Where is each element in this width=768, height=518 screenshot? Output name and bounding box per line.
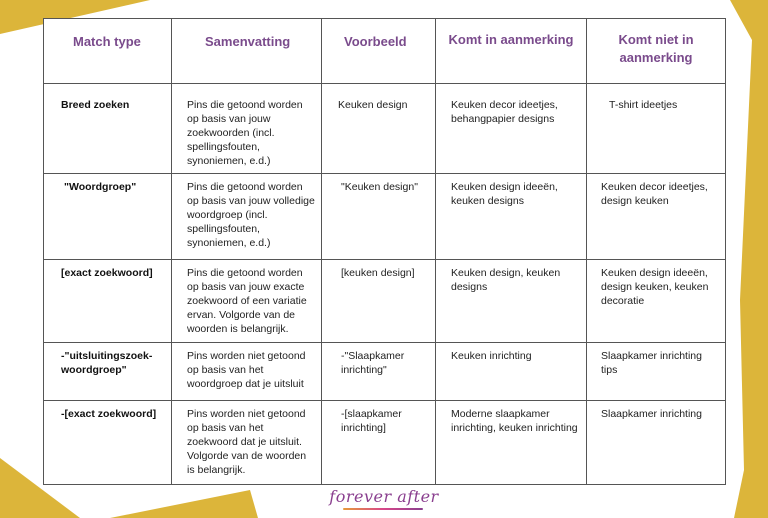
header-match-type: Match type — [43, 18, 172, 84]
eligible-cell: Keuken design ideeën, keuken designs — [435, 173, 587, 260]
yellow-corner-bottom-left — [0, 458, 258, 518]
yellow-corner-top-left — [0, 0, 150, 34]
example-cell: [keuken design] — [321, 259, 436, 343]
match-type-cell: -"uitsluitingszoek-woordgroep" — [43, 342, 172, 401]
eligible-cell: Keuken design, keuken designs — [435, 259, 587, 343]
summary-cell: Pins die getoond worden op basis van jou… — [171, 173, 322, 260]
match-type-table: Match type Samenvatting Voorbeeld Komt i… — [43, 18, 726, 485]
match-type-cell: [exact zoekwoord] — [43, 259, 172, 343]
header-voorbeeld: Voorbeeld — [321, 18, 436, 84]
match-type-cell: -[exact zoekwoord] — [43, 400, 172, 485]
summary-cell: Pins die getoond worden op basis van jou… — [171, 83, 322, 174]
not-eligible-cell: Slaapkamer inrichting — [586, 400, 726, 485]
eligible-cell: Keuken decor ideetjes, behangpapier desi… — [435, 83, 587, 174]
brand-logo: forever after — [329, 487, 439, 506]
not-eligible-cell: Slaapkamer inrichting tips — [586, 342, 726, 401]
header-samenvatting: Samenvatting — [171, 18, 322, 84]
not-eligible-cell: T-shirt ideetjes — [586, 83, 726, 174]
table-row: [exact zoekwoord] Pins die getoond worde… — [43, 259, 726, 343]
logo-underline — [343, 508, 423, 510]
table-row: -[exact zoekwoord] Pins worden niet geto… — [43, 400, 726, 485]
header-komt-in-aanmerking: Komt in aanmerking — [435, 18, 587, 84]
match-type-cell: "Woordgroep" — [43, 173, 172, 260]
summary-cell: Pins worden niet getoond op basis van he… — [171, 342, 322, 401]
yellow-strip-right — [730, 0, 768, 518]
eligible-cell: Moderne slaapkamer inrichting, keuken in… — [435, 400, 587, 485]
summary-cell: Pins die getoond worden op basis van jou… — [171, 259, 322, 343]
table-row: Breed zoeken Pins die getoond worden op … — [43, 83, 726, 174]
summary-cell: Pins worden niet getoond op basis van he… — [171, 400, 322, 485]
example-cell: -"Slaapkamer inrichting" — [321, 342, 436, 401]
table-header-row: Match type Samenvatting Voorbeeld Komt i… — [43, 18, 726, 84]
header-komt-niet-in-aanmerking: Komt niet in aanmerking — [586, 18, 726, 84]
eligible-cell: Keuken inrichting — [435, 342, 587, 401]
example-cell: -[slaapkamer inrichting] — [321, 400, 436, 485]
example-cell: "Keuken design" — [321, 173, 436, 260]
not-eligible-cell: Keuken decor ideetjes, design keuken — [586, 173, 726, 260]
table-row: -"uitsluitingszoek-woordgroep" Pins word… — [43, 342, 726, 401]
not-eligible-cell: Keuken design ideeën, design keuken, keu… — [586, 259, 726, 343]
match-type-cell: Breed zoeken — [43, 83, 172, 174]
table-row: "Woordgroep" Pins die getoond worden op … — [43, 173, 726, 260]
example-cell: Keuken design — [321, 83, 436, 174]
